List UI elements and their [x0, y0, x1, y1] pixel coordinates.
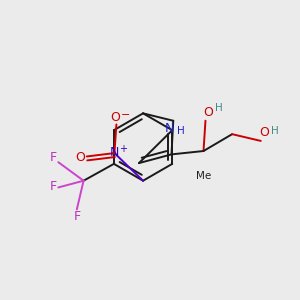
Text: +: + — [119, 144, 127, 154]
Text: Me: Me — [196, 171, 211, 181]
Text: F: F — [50, 180, 57, 193]
Text: F: F — [73, 210, 80, 223]
Text: O: O — [203, 106, 213, 119]
Text: F: F — [50, 151, 57, 164]
Text: O: O — [110, 111, 120, 124]
Text: −: − — [121, 110, 130, 120]
Text: O: O — [75, 151, 85, 164]
Text: N: N — [165, 122, 174, 135]
Text: H: H — [271, 126, 278, 136]
Text: O: O — [259, 127, 269, 140]
Text: H: H — [177, 126, 185, 136]
Text: H: H — [215, 103, 223, 113]
Text: N: N — [110, 146, 119, 159]
